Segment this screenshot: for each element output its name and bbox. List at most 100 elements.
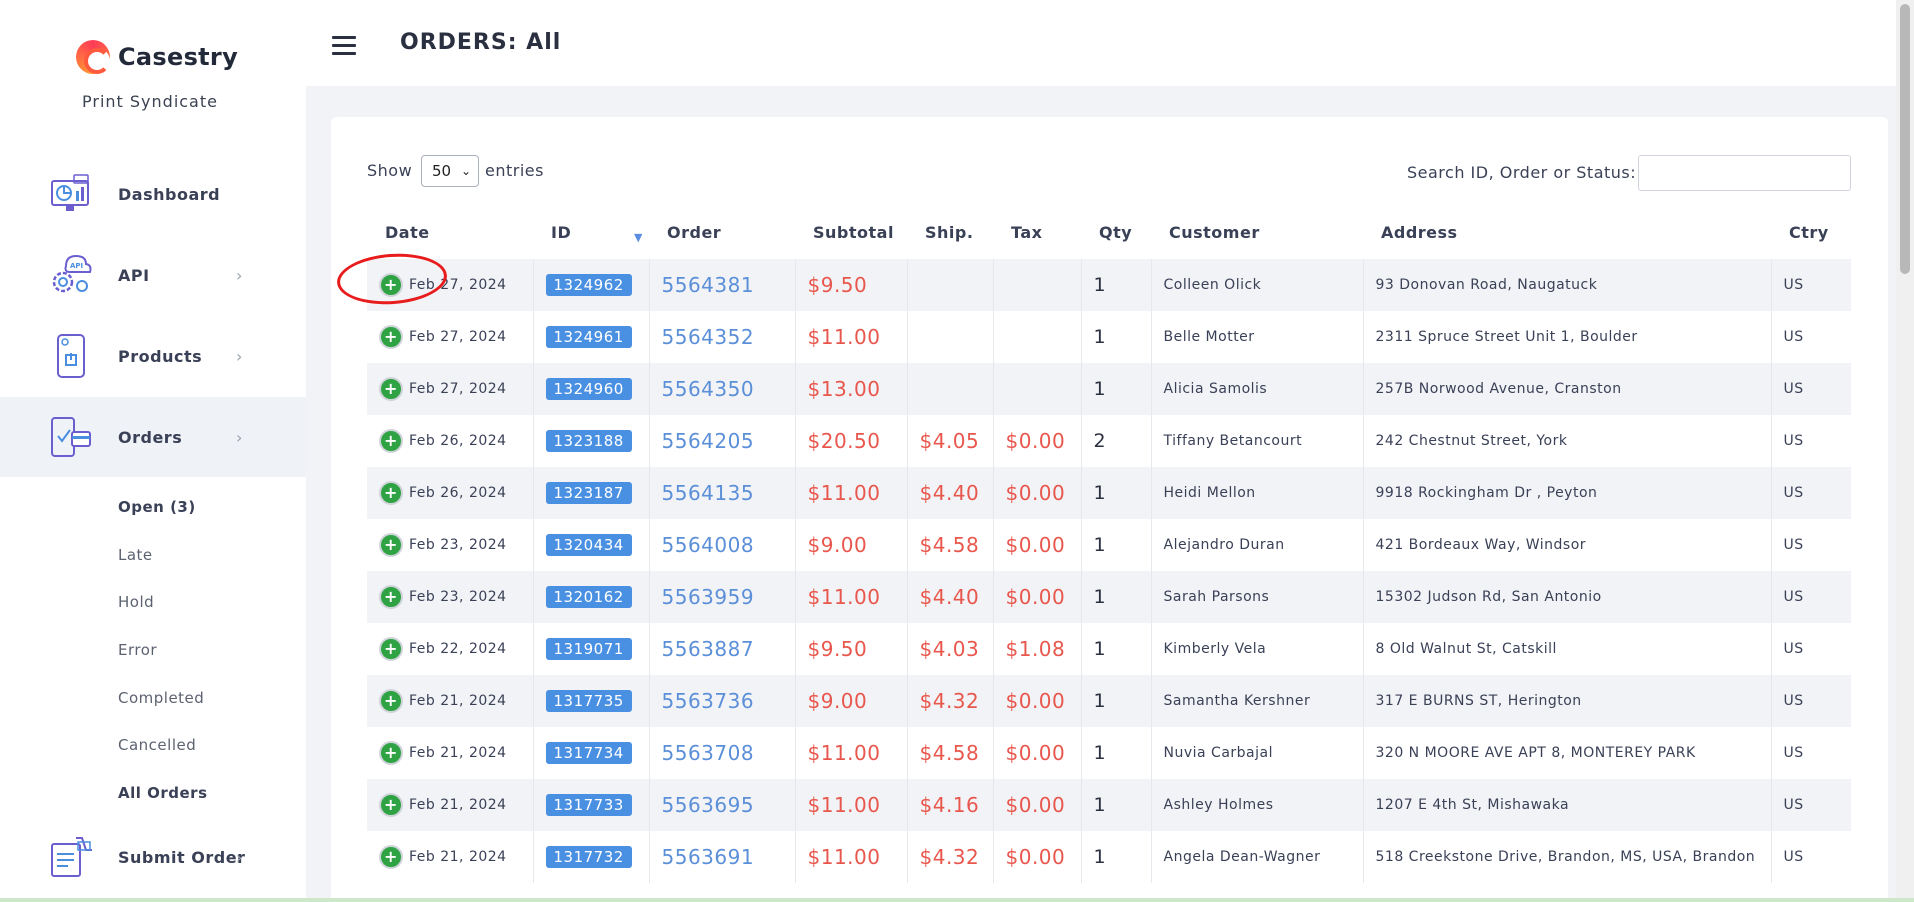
expand-plus-icon[interactable]: + [379,689,403,713]
column-header-shipping[interactable]: Ship. [925,222,974,242]
cell-order: 5563695 [649,779,796,831]
sidebar-subitem-error[interactable]: Error [118,641,158,659]
id-badge[interactable]: 1317732 [545,846,632,868]
order-date: Feb 21, 2024 [409,849,507,865]
id-badge[interactable]: 1323188 [545,430,632,452]
order-link[interactable]: 5563708 [661,741,755,765]
order-link[interactable]: 5564008 [661,533,755,557]
sidebar-subitem-cancelled[interactable]: Cancelled [118,736,197,754]
expand-plus-icon[interactable]: + [379,741,403,765]
expand-plus-icon[interactable]: + [379,429,403,453]
cell-date: + Feb 22, 2024 [367,623,534,675]
id-badge[interactable]: 1324961 [545,326,632,348]
sidebar-item-label: Dashboard [118,184,221,204]
expand-plus-icon[interactable]: + [379,325,403,349]
scrollbar-thumb[interactable] [1900,4,1910,274]
cell-tax [993,363,1082,415]
sidebar-item-submit-order[interactable]: Submit Order › [0,817,306,897]
expand-plus-icon[interactable]: + [379,637,403,661]
order-link[interactable]: 5564381 [661,273,755,297]
order-link[interactable]: 5564135 [661,481,755,505]
sidebar-subitem-hold[interactable]: Hold [118,593,155,611]
id-badge[interactable]: 1319071 [545,638,632,660]
cell-country: US [1771,363,1851,415]
column-header-subtotal[interactable]: Subtotal [813,222,894,242]
cell-country: US [1771,467,1851,519]
expand-plus-icon[interactable]: + [379,377,403,401]
cell-address: 1207 E 4th St, Mishawaka [1363,779,1772,831]
orders-card: Show 50 ⌄ entries Search ID, Order or St… [331,117,1888,902]
cell-tax: $0.00 [993,467,1082,519]
cell-shipping [907,311,994,363]
cell-subtotal: $11.00 [795,311,908,363]
search-input[interactable] [1638,155,1851,191]
entries-per-page-select[interactable]: 50 ⌄ [421,155,479,187]
column-header-order[interactable]: Order [667,222,722,242]
sidebar-item-api[interactable]: API API › [0,235,306,315]
id-badge[interactable]: 1320162 [545,586,632,608]
order-date: Feb 23, 2024 [409,589,507,605]
cell-id: 1324961 [533,311,650,363]
cell-date: + Feb 23, 2024 [367,571,534,623]
expand-plus-icon[interactable]: + [379,533,403,557]
cell-shipping: $4.32 [907,831,994,883]
column-header-country[interactable]: Ctry [1789,222,1829,242]
id-badge[interactable]: 1323187 [545,482,632,504]
cell-address: 93 Donovan Road, Naugatuck [1363,259,1772,311]
cell-tax: $0.00 [993,571,1082,623]
order-link[interactable]: 5563959 [661,585,755,609]
sidebar-subitem-completed[interactable]: Completed [118,689,205,707]
order-link[interactable]: 5564352 [661,325,755,349]
cell-tax [993,259,1082,311]
id-badge[interactable]: 1320434 [545,534,632,556]
expand-plus-icon[interactable]: + [379,793,403,817]
cell-date: + Feb 21, 2024 [367,779,534,831]
shipping-value: $4.40 [919,585,980,609]
subtotal-value: $11.00 [807,845,881,869]
sidebar-item-dashboard[interactable]: Dashboard [0,154,306,234]
subtotal-value: $13.00 [807,377,881,401]
id-badge[interactable]: 1317733 [545,794,632,816]
qty-value: 1 [1093,274,1107,296]
column-header-tax[interactable]: Tax [1011,222,1043,242]
sidebar-subitem-late[interactable]: Late [118,546,153,564]
table-row: + Feb 23, 2024 1320434 5564008 $9.00 $4.58 $0.… [367,519,1851,571]
expand-plus-icon[interactable]: + [379,481,403,505]
expand-plus-icon[interactable]: + [379,845,403,869]
sidebar-item-orders[interactable]: Orders › [0,397,306,477]
id-badge[interactable]: 1317734 [545,742,632,764]
order-link[interactable]: 5563887 [661,637,755,661]
cell-shipping: $4.03 [907,623,994,675]
id-badge[interactable]: 1324962 [545,274,632,296]
cell-subtotal: $9.00 [795,675,908,727]
cell-order: 5563736 [649,675,796,727]
id-badge[interactable]: 1317735 [545,690,632,712]
id-badge[interactable]: 1324960 [545,378,632,400]
sidebar-subitem-open[interactable]: Open (3) [118,498,196,516]
sidebar-item-products[interactable]: Products › [0,316,306,396]
cell-date: + Feb 21, 2024 [367,727,534,779]
order-link[interactable]: 5563691 [661,845,755,869]
cell-date: + Feb 27, 2024 [367,363,534,415]
cell-order: 5563959 [649,571,796,623]
sidebar-subitem-all-orders[interactable]: All Orders [118,784,208,802]
column-header-id[interactable]: ID ▼ [533,205,649,259]
brand-name: Casestry [118,43,239,71]
sidebar: Casestry Print Syndicate Dashboard API A… [0,0,306,902]
cell-qty: 1 [1081,311,1152,363]
brand-logo[interactable]: Casestry [76,40,238,74]
vertical-scrollbar[interactable] [1896,0,1914,902]
hamburger-menu-icon[interactable] [332,36,356,56]
column-header-date[interactable]: Date [385,222,430,242]
order-link[interactable]: 5563736 [661,689,755,713]
expand-plus-icon[interactable]: + [379,585,403,609]
column-header-qty[interactable]: Qty [1099,222,1133,242]
column-header-address[interactable]: Address [1381,222,1458,242]
order-link[interactable]: 5564350 [661,377,755,401]
order-link[interactable]: 5564205 [661,429,755,453]
cell-address: 421 Bordeaux Way, Windsor [1363,519,1772,571]
shipping-value: $4.40 [919,481,980,505]
expand-plus-icon[interactable]: + [379,273,403,297]
column-header-customer[interactable]: Customer [1169,222,1260,242]
order-link[interactable]: 5563695 [661,793,755,817]
